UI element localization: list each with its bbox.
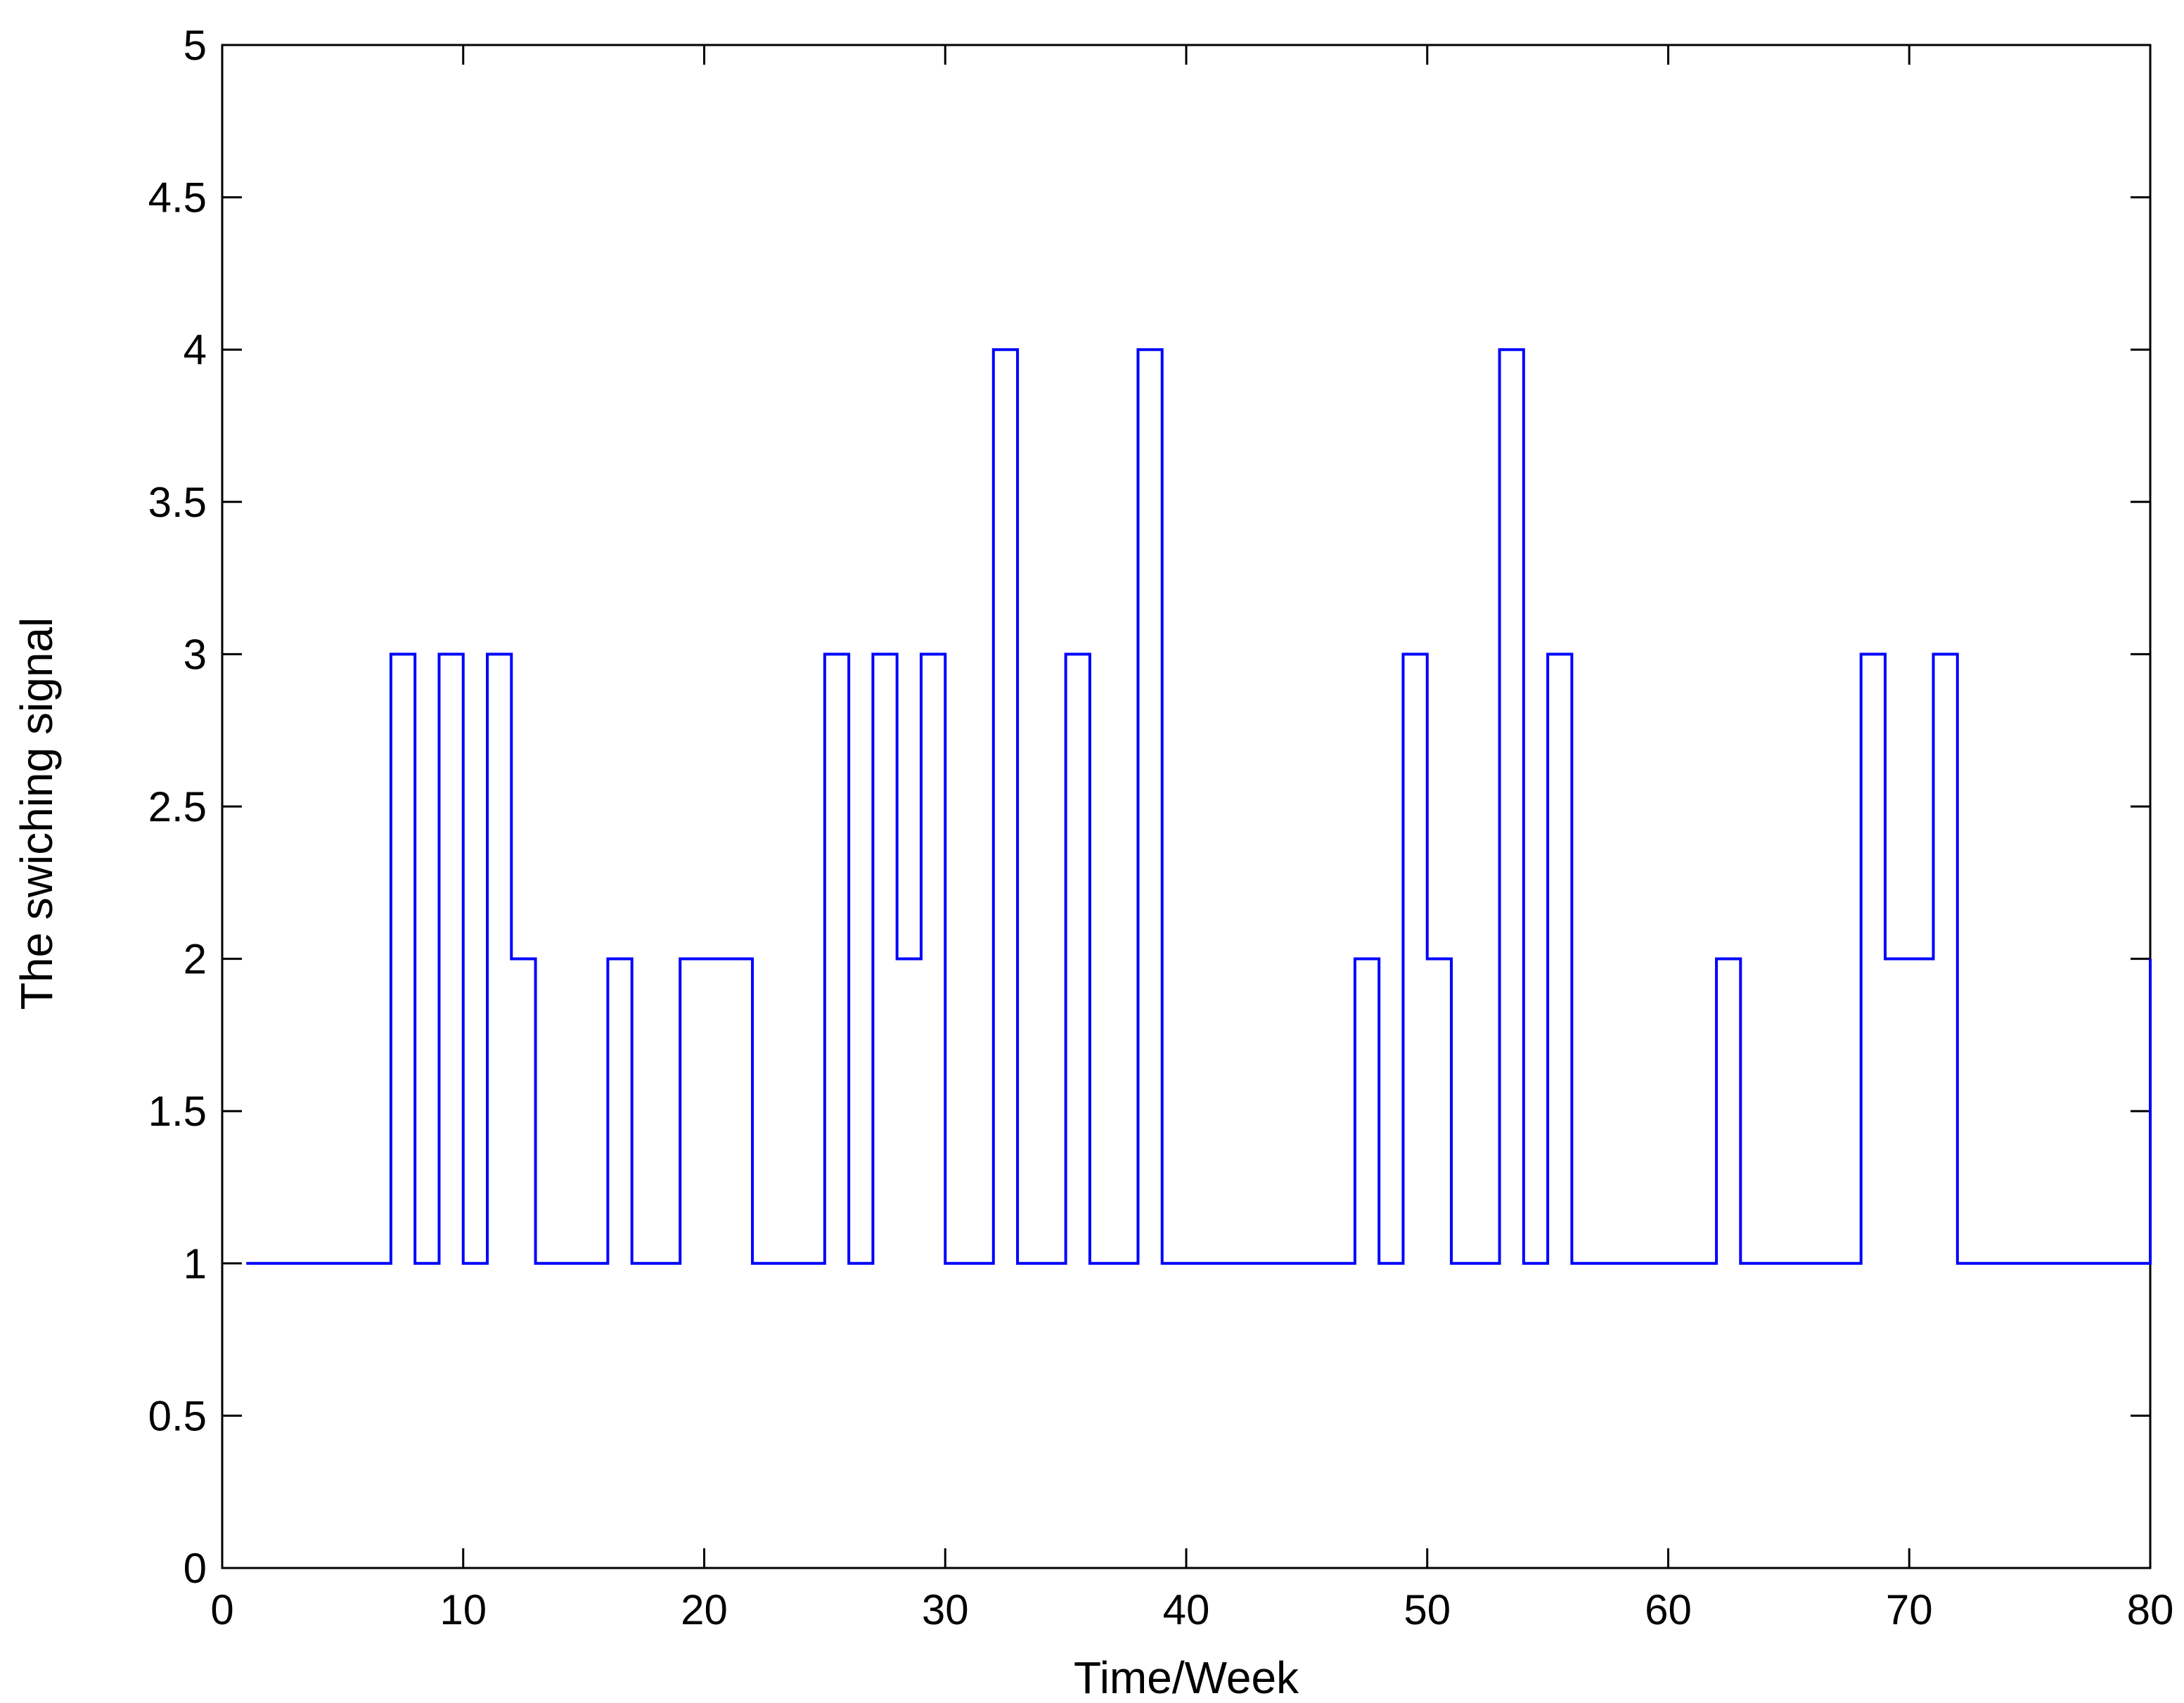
x-tick-label: 60 bbox=[1645, 1586, 1692, 1633]
x-tick-label: 20 bbox=[681, 1586, 728, 1633]
y-tick-label: 3 bbox=[184, 631, 207, 678]
y-tick-label: 4 bbox=[184, 326, 207, 373]
y-tick-labels: 0 0.5 1 1.5 2 2.5 3 3.5 4 4.5 5 bbox=[148, 22, 207, 1592]
x-axis-title: Time/Week bbox=[1074, 1652, 1299, 1703]
x-tick-label: 10 bbox=[439, 1586, 487, 1633]
x-tick-label: 30 bbox=[922, 1586, 969, 1633]
switching-signal-line bbox=[246, 348, 2152, 1265]
x-tick-labels: 0 10 20 30 40 50 60 70 80 bbox=[210, 1586, 2173, 1633]
y-tick-label: 5 bbox=[184, 22, 207, 69]
x-tick-label: 50 bbox=[1403, 1586, 1451, 1633]
y-tick-label: 0.5 bbox=[148, 1392, 207, 1439]
x-tick-label: 70 bbox=[1886, 1586, 1933, 1633]
y-tick-label: 3.5 bbox=[148, 479, 207, 526]
x-tick-label: 40 bbox=[1163, 1586, 1210, 1633]
tick-marks bbox=[221, 44, 2152, 1569]
x-tick-label: 80 bbox=[2127, 1586, 2174, 1633]
y-tick-label: 4.5 bbox=[148, 174, 207, 221]
y-tick-label: 1.5 bbox=[148, 1088, 207, 1135]
y-tick-label: 0 bbox=[184, 1545, 207, 1592]
y-tick-label: 1 bbox=[184, 1240, 207, 1287]
y-tick-label: 2.5 bbox=[148, 783, 207, 830]
y-axis-title: The swiching signal bbox=[11, 617, 62, 1010]
y-tick-label: 2 bbox=[184, 936, 207, 983]
x-tick-label: 0 bbox=[210, 1586, 233, 1633]
